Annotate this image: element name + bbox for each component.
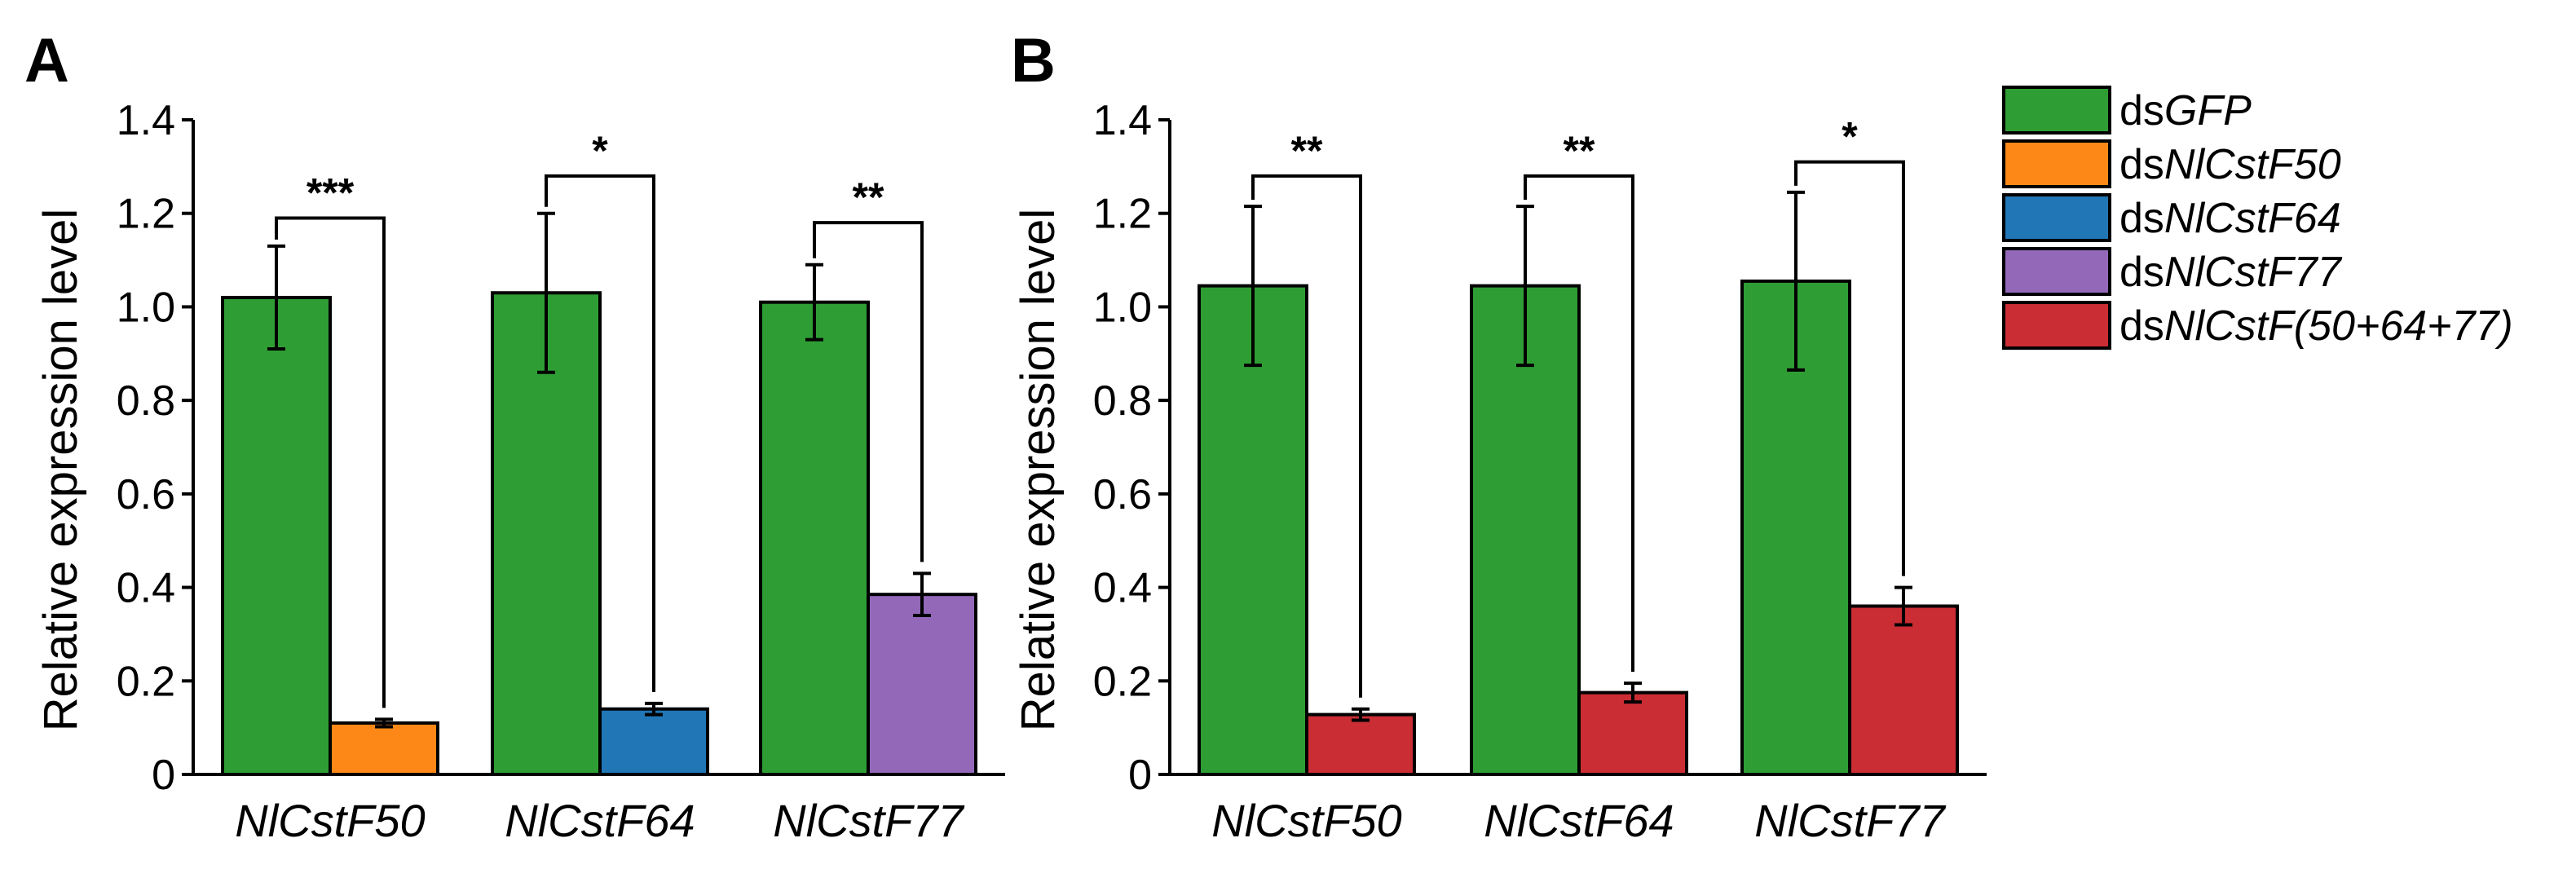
y-tick-label: 1.4 bbox=[1093, 97, 1152, 144]
significance-bracket bbox=[1251, 174, 1362, 698]
bar-treatment-nlcstf64 bbox=[1577, 690, 1688, 776]
significance-marker: * bbox=[1842, 114, 1858, 160]
y-tick-label: 0 bbox=[1128, 752, 1152, 799]
significance-marker: ** bbox=[1564, 128, 1595, 174]
bar-control-nlcstf50 bbox=[221, 295, 332, 776]
panel-letter: A bbox=[24, 26, 69, 95]
y-tick-label: 0 bbox=[152, 752, 175, 799]
significance-marker: *** bbox=[307, 170, 355, 215]
y-tick-label: 1.0 bbox=[1093, 284, 1152, 331]
x-tick-label: NlCstF50 bbox=[235, 795, 425, 846]
y-tick-label: 1.4 bbox=[117, 97, 175, 144]
y-tick-label: 0.2 bbox=[1093, 658, 1152, 705]
significance-bracket bbox=[813, 221, 924, 562]
y-tick-label: 1.2 bbox=[1093, 191, 1152, 238]
significance-bracket bbox=[545, 174, 655, 692]
bar-treatment-nlcstf64 bbox=[598, 707, 709, 777]
y-axis-label: Relative expression level bbox=[34, 209, 87, 732]
legend-swatch bbox=[2002, 247, 2111, 296]
legend-label: dsNlCstF64 bbox=[2119, 195, 2341, 242]
significance-bracket bbox=[1794, 160, 1905, 576]
bar-treatment-nlcstf77 bbox=[867, 593, 977, 776]
x-tick-label: NlCstF64 bbox=[1484, 795, 1674, 846]
bar-control-nlcstf64 bbox=[1470, 284, 1581, 776]
legend-label: dsNlCstF50 bbox=[2119, 141, 2341, 188]
bar-treatment-nlcstf50 bbox=[1305, 712, 1416, 777]
legend-swatch bbox=[2002, 139, 2111, 188]
legend: dsGFP dsNlCstF50 dsNlCstF64 dsNlCstF77 dsNlC… bbox=[2002, 86, 2513, 350]
legend-swatch bbox=[2002, 301, 2111, 350]
y-tick-label: 1.0 bbox=[117, 284, 175, 331]
y-axis-label: Relative expression level bbox=[1012, 209, 1065, 732]
legend-swatch bbox=[2002, 193, 2111, 242]
legend-label: dsNlCstF77 bbox=[2119, 249, 2343, 296]
significance-bracket bbox=[1524, 174, 1634, 673]
x-tick-label: NlCstF77 bbox=[773, 795, 964, 846]
y-tick-label: 0.4 bbox=[117, 565, 175, 612]
bar-control-nlcstf77 bbox=[759, 300, 870, 776]
significance-marker: * bbox=[592, 128, 608, 174]
legend-swatch bbox=[2002, 86, 2111, 135]
bar-treatment-nlcstf77 bbox=[1848, 604, 1959, 776]
y-tick-label: 0.6 bbox=[117, 471, 175, 518]
significance-marker: ** bbox=[853, 174, 884, 220]
bar-treatment-nlcstf50 bbox=[329, 721, 439, 777]
x-tick-label: NlCstF77 bbox=[1754, 795, 1946, 846]
y-tick-label: 0.2 bbox=[117, 658, 175, 705]
chart-panel-b: B Relative expression level 0 0.2 0.4 0.6 0.8 1… bbox=[1011, 26, 1987, 846]
y-tick-label: 1.2 bbox=[117, 191, 175, 238]
significance-bracket bbox=[275, 216, 386, 708]
y-tick-label: 0.8 bbox=[117, 377, 175, 425]
y-tick-label: 0.4 bbox=[1093, 565, 1152, 612]
legend-label: dsGFP bbox=[2119, 87, 2252, 135]
significance-marker: ** bbox=[1291, 128, 1323, 174]
y-tick-label: 0.6 bbox=[1093, 471, 1152, 518]
legend-label: dsNlCstF(50+64+77) bbox=[2119, 302, 2513, 350]
x-tick-label: NlCstF50 bbox=[1211, 795, 1401, 846]
panel-letter: B bbox=[1011, 26, 1056, 95]
y-tick-label: 0.8 bbox=[1093, 377, 1152, 425]
bar-control-nlcstf50 bbox=[1198, 284, 1308, 776]
x-tick-label: NlCstF64 bbox=[505, 795, 695, 846]
chart-panel-a: A Relative expression level 0 0.2 0.4 0.6 0.8 1… bbox=[24, 26, 1005, 846]
